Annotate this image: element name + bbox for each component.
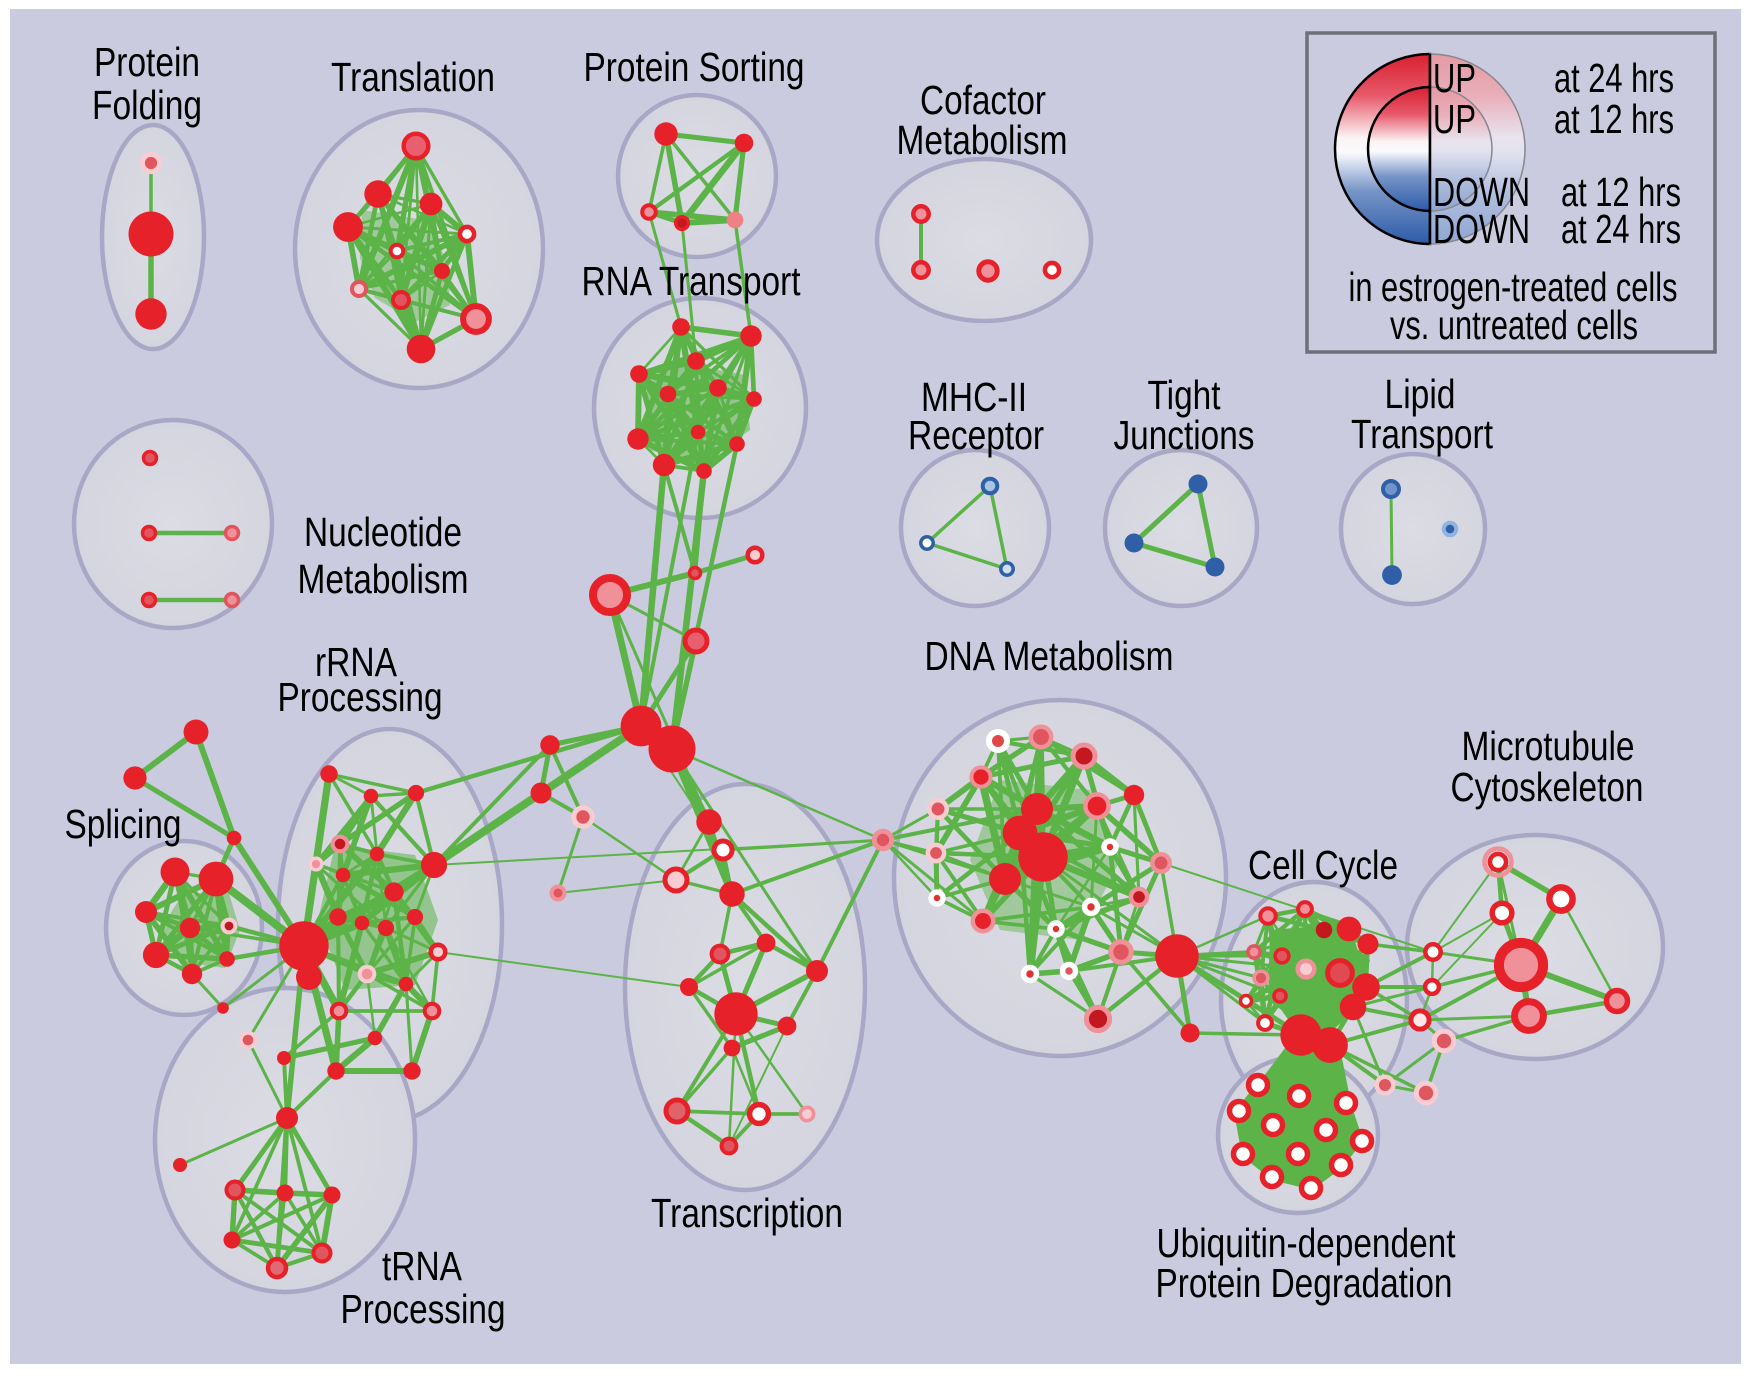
svg-text:vs. untreated cells: vs. untreated cells [1390, 302, 1638, 348]
svg-text:Metabolism: Metabolism [897, 117, 1068, 163]
svg-text:Tight: Tight [1148, 372, 1221, 418]
svg-text:Cofactor: Cofactor [920, 77, 1046, 123]
svg-text:Splicing: Splicing [65, 801, 182, 847]
svg-text:at 24 hrs: at 24 hrs [1554, 55, 1674, 101]
svg-text:Processing: Processing [278, 674, 443, 720]
svg-text:Protein: Protein [94, 39, 200, 85]
svg-text:Junctions: Junctions [1114, 412, 1255, 458]
svg-text:UP: UP [1433, 96, 1476, 142]
svg-text:RNA Transport: RNA Transport [582, 258, 801, 304]
svg-text:Transcription: Transcription [651, 1190, 843, 1236]
svg-text:DNA Metabolism: DNA Metabolism [925, 633, 1174, 679]
svg-text:Lipid: Lipid [1385, 371, 1456, 417]
svg-text:DOWN: DOWN [1433, 169, 1530, 215]
svg-text:Processing: Processing [341, 1286, 506, 1332]
svg-text:at 12 hrs: at 12 hrs [1554, 96, 1674, 142]
svg-text:DOWN: DOWN [1433, 206, 1530, 252]
svg-text:in estrogen-treated cells: in estrogen-treated cells [1349, 264, 1678, 310]
svg-text:Receptor: Receptor [908, 412, 1044, 458]
svg-text:Metabolism: Metabolism [298, 556, 469, 602]
svg-text:at 24 hrs: at 24 hrs [1561, 206, 1681, 252]
svg-text:UP: UP [1433, 55, 1476, 101]
svg-text:tRNA: tRNA [382, 1243, 463, 1289]
svg-text:Microtubule: Microtubule [1462, 723, 1635, 769]
svg-text:Cytoskeleton: Cytoskeleton [1451, 764, 1644, 810]
svg-text:Nucleotide: Nucleotide [304, 509, 462, 555]
svg-text:rRNA: rRNA [315, 639, 398, 685]
svg-text:Ubiquitin-dependent: Ubiquitin-dependent [1157, 1220, 1456, 1266]
svg-text:Folding: Folding [92, 82, 202, 128]
svg-text:at 12 hrs: at 12 hrs [1561, 169, 1681, 215]
svg-text:Protein Sorting: Protein Sorting [584, 44, 805, 90]
svg-text:Translation: Translation [331, 54, 495, 100]
svg-text:Protein Degradation: Protein Degradation [1156, 1260, 1453, 1306]
svg-text:MHC-II: MHC-II [921, 374, 1027, 420]
svg-text:Cell Cycle: Cell Cycle [1248, 842, 1398, 888]
svg-text:Transport: Transport [1351, 411, 1493, 457]
